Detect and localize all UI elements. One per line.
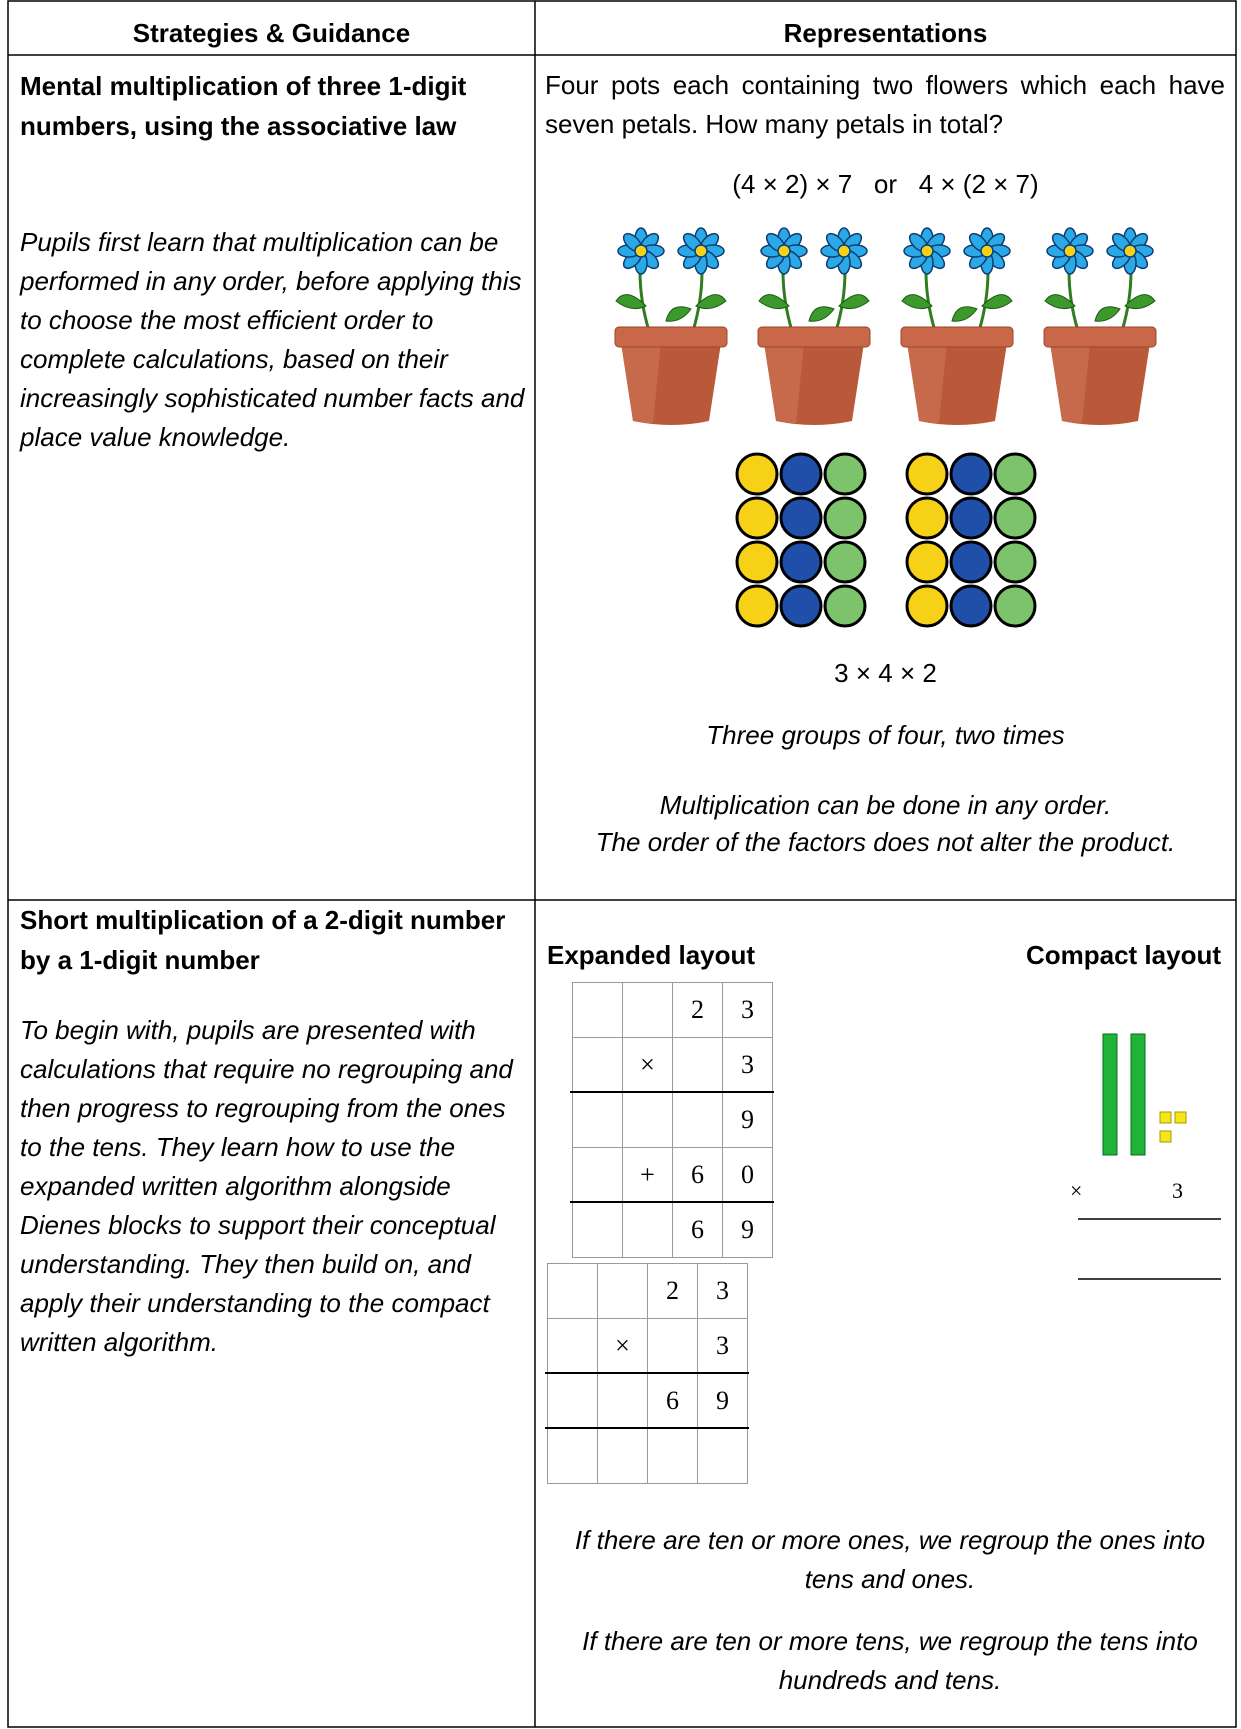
counter (905, 496, 949, 540)
grid-cell (547, 1263, 598, 1319)
strategy-description: To begin with, pupils are presented with… (20, 1015, 513, 1357)
grid-cell (622, 1202, 673, 1258)
multiplier: 3 (1172, 1178, 1183, 1203)
strategy-description: Pupils first learn that multiplication c… (20, 227, 525, 452)
grid-cell: + (622, 1147, 673, 1203)
grid-cell: 9 (722, 1202, 773, 1258)
counter (993, 540, 1037, 584)
grid-cell (597, 1373, 648, 1429)
grid-cell (572, 982, 623, 1038)
column-header: Strategies & Guidance (132, 18, 411, 48)
grid-cell (572, 1092, 623, 1148)
counter (735, 540, 779, 584)
rule-line (570, 1091, 774, 1093)
grid-cell (547, 1428, 598, 1484)
rule-line (545, 1372, 749, 1374)
counter (735, 452, 779, 496)
grid-cell: 6 (647, 1373, 698, 1429)
grid-cell (572, 1037, 623, 1093)
counter (993, 584, 1037, 628)
grid-cell: 3 (697, 1263, 748, 1319)
grid-cell: 6 (672, 1147, 723, 1203)
grid-cell (547, 1318, 598, 1374)
counter (949, 540, 993, 584)
grid-cell: × (597, 1318, 648, 1374)
grid-cell: 6 (672, 1202, 723, 1258)
grid-cell (672, 1092, 723, 1148)
grid-cell: 3 (722, 982, 773, 1038)
counter (735, 584, 779, 628)
counter (949, 584, 993, 628)
grid-cell (647, 1428, 698, 1484)
note: If there are ten or more tens, we regrou… (582, 1626, 1198, 1695)
counter (905, 452, 949, 496)
note: The order of the factors does not alter … (595, 827, 1176, 857)
counter (823, 452, 867, 496)
counter (779, 584, 823, 628)
column-header: Representations (783, 18, 988, 48)
counter (735, 496, 779, 540)
strategy-title: Short multiplication of a 2-digit number… (20, 905, 506, 975)
layout-heading: Expanded layout (547, 940, 756, 970)
grid-cell: × (622, 1037, 673, 1093)
counter (779, 540, 823, 584)
operator: × (1070, 1178, 1083, 1203)
grid-cell (572, 1147, 623, 1203)
strategy-title: Mental multiplication of three 1-digit n… (20, 71, 467, 141)
grid-cell: 9 (722, 1092, 773, 1148)
rule-line (545, 1427, 749, 1429)
grid-cell: 3 (722, 1037, 773, 1093)
grid-cell (597, 1428, 648, 1484)
layout-heading: Compact layout (1025, 940, 1221, 970)
grid-cell: 0 (722, 1147, 773, 1203)
counter (905, 584, 949, 628)
counter (905, 540, 949, 584)
rule-line (570, 1201, 774, 1203)
note: If there are ten or more ones, we regrou… (574, 1525, 1206, 1594)
grid-cell: 2 (672, 982, 723, 1038)
expression: (4 × 2) × 7 or 4 × (2 × 7) (732, 169, 1039, 199)
counter (779, 452, 823, 496)
grid-cell: 9 (697, 1373, 748, 1429)
counters-note: Three groups of four, two times (706, 720, 1065, 750)
question: Four pots each containing two flowers wh… (545, 70, 1225, 139)
grid-cell (672, 1037, 723, 1093)
note: Multiplication can be done in any order. (659, 790, 1112, 820)
counter (823, 540, 867, 584)
counter (993, 496, 1037, 540)
counter (823, 496, 867, 540)
grid-cell (622, 1092, 673, 1148)
grid-cell (547, 1373, 598, 1429)
grid-cell (622, 982, 673, 1038)
grid-cell: 2 (647, 1263, 698, 1319)
grid-cell (597, 1263, 648, 1319)
counter (949, 496, 993, 540)
counter (779, 496, 823, 540)
counter (993, 452, 1037, 496)
counters-caption: 3 × 4 × 2 (834, 658, 937, 688)
grid-cell (697, 1428, 748, 1484)
grid-cell: 3 (697, 1318, 748, 1374)
grid-cell (572, 1202, 623, 1258)
counter (823, 584, 867, 628)
counter (949, 452, 993, 496)
grid-cell (647, 1318, 698, 1374)
